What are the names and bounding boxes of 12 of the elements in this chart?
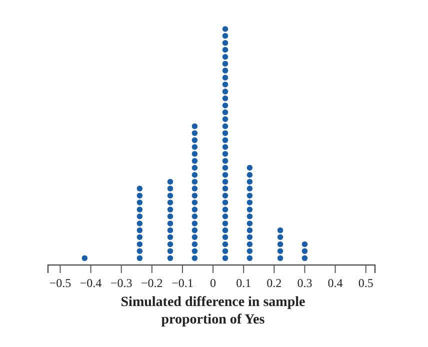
x-tick-label: −0.3: [110, 276, 132, 290]
x-tick-label: 0: [210, 276, 216, 290]
x-tick-label: −0.4: [80, 276, 102, 290]
x-tick-label: −0.2: [141, 276, 163, 290]
x-tick-label: 0.4: [328, 276, 343, 290]
x-tick-label: 0.2: [266, 276, 282, 290]
x-tick-label: −0.1: [172, 276, 194, 290]
x-tick-label: 0.3: [297, 276, 312, 290]
x-tick-label: 0.1: [236, 276, 252, 290]
x-tick-label: −0.5: [49, 276, 72, 290]
x-axis-title: Simulated difference in sample proportion of Yes: [120, 295, 306, 328]
x-tick-label: 0.5: [358, 276, 374, 290]
